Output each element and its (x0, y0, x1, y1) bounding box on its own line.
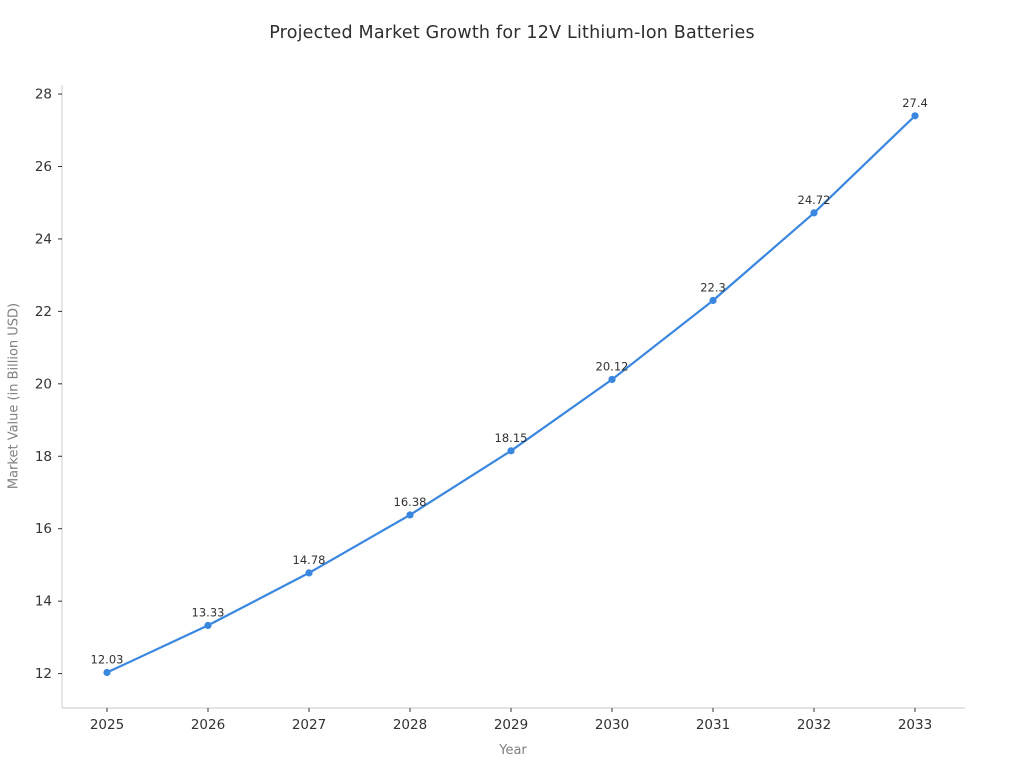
data-point-label: 22.3 (700, 281, 726, 295)
data-point-label: 12.03 (91, 653, 124, 667)
data-point-label: 27.4 (902, 96, 928, 110)
y-axis-label: Market Value (in Billion USD) (6, 302, 22, 490)
data-point (709, 296, 717, 305)
chart-title: Projected Market Growth for 12V Lithium-… (269, 23, 755, 43)
data-point-label: 24.72 (798, 193, 831, 207)
y-tick-label: 20 (35, 376, 52, 392)
x-tick-label: 2032 (797, 717, 831, 733)
y-tick-label: 24 (35, 231, 52, 247)
x-tick-label: 2031 (696, 717, 730, 733)
y-tick-label: 18 (35, 449, 52, 465)
data-point-label: 20.12 (596, 359, 629, 373)
data-point (608, 375, 616, 384)
data-point-label: 13.33 (192, 605, 225, 619)
data-point (911, 112, 919, 120)
x-tick-label: 2026 (191, 717, 225, 733)
y-tick-label: 28 (35, 87, 52, 103)
y-tick-label: 16 (35, 521, 52, 537)
data-point (305, 569, 313, 577)
trend-line (105, 114, 917, 674)
data-point (507, 447, 515, 455)
x-tick-label: 2025 (90, 717, 124, 733)
x-tick-label: 2033 (898, 717, 932, 733)
y-tick-label: 22 (35, 304, 52, 320)
y-tick-label: 26 (35, 159, 52, 175)
data-point (406, 511, 414, 519)
data-point-label: 16.38 (394, 495, 427, 509)
y-tick-label: 12 (35, 666, 52, 682)
data-point (204, 621, 212, 630)
x-tick-label: 2028 (393, 717, 427, 733)
x-tick-label: 2029 (494, 717, 528, 733)
y-tick-label: 14 (35, 594, 52, 610)
data-point-label: 14.78 (293, 553, 326, 567)
x-axis-label: Year (499, 743, 527, 758)
x-tick-label: 2027 (292, 717, 326, 733)
data-point (103, 668, 111, 677)
data-point (810, 209, 818, 217)
data-point-label: 18.15 (495, 431, 528, 445)
x-tick-label: 2030 (595, 717, 629, 733)
